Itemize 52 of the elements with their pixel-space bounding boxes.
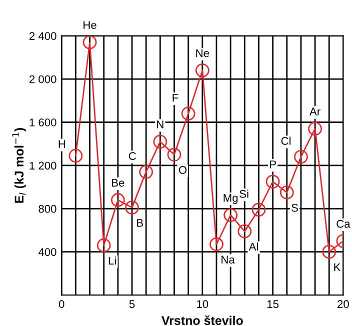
annotation: Si	[240, 190, 248, 198]
annotation: F	[172, 94, 178, 102]
annotation: P	[270, 160, 276, 168]
point	[82, 36, 97, 50]
point	[280, 185, 294, 200]
y-tick-label: 2 000	[29, 75, 56, 84]
point	[195, 63, 210, 78]
point	[308, 122, 322, 136]
point	[266, 174, 280, 189]
y-tick-label: 1 200	[30, 162, 56, 170]
point	[153, 134, 168, 149]
annotation: N	[157, 120, 164, 128]
annotation: Ar	[310, 108, 320, 116]
x-axis-title: Vrstno število	[162, 316, 243, 325]
x-tick-label: 5	[129, 300, 135, 308]
annotation: K	[334, 263, 341, 271]
point	[167, 148, 182, 162]
y-tick-label: 400	[38, 248, 56, 256]
annotation: Be	[112, 178, 124, 187]
annotation: B	[137, 219, 143, 227]
annotation: Cl	[281, 136, 290, 145]
annotation: Ne	[196, 49, 210, 58]
point	[238, 224, 252, 238]
annotation: Ca	[336, 220, 350, 228]
point	[252, 202, 266, 217]
annotation: Mg	[224, 194, 238, 204]
point	[125, 200, 139, 215]
annotation: Al	[248, 242, 258, 250]
point	[224, 208, 238, 222]
x-tick-label: 15	[267, 300, 279, 308]
point	[181, 106, 196, 121]
annotation: H	[58, 140, 66, 148]
annotation: S	[292, 204, 298, 212]
point	[210, 237, 224, 252]
point	[96, 238, 111, 252]
annotation: C	[128, 152, 136, 160]
point	[322, 244, 336, 259]
point	[110, 193, 125, 207]
y-tick-label: 2 400	[29, 32, 56, 40]
annotation: He	[84, 21, 96, 30]
y-tick-label: 1 600	[30, 118, 56, 126]
annotation: O	[178, 166, 187, 174]
y-axis-title: E$_{I}$ (kJ mol$^{−1}$)	[12, 128, 26, 203]
point	[139, 164, 154, 179]
x-tick-label: 0	[58, 300, 64, 308]
x-tick-label: 20	[338, 300, 349, 308]
y-tick-label: 800	[38, 204, 56, 213]
x-tick-label: 10	[197, 300, 208, 308]
annotation: Li	[108, 256, 116, 265]
annotation: Na	[222, 256, 235, 264]
point	[294, 150, 308, 164]
point	[68, 148, 83, 163]
